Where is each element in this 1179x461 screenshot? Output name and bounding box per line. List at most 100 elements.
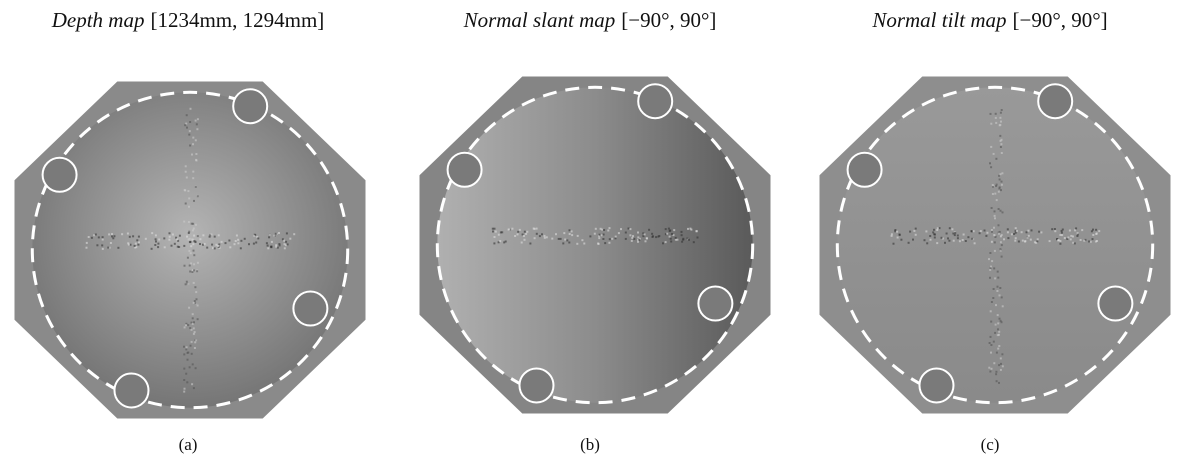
noise: [189, 241, 191, 243]
noise: [995, 304, 997, 306]
noise: [1001, 296, 1003, 298]
noise: [164, 246, 166, 248]
noise: [957, 237, 959, 239]
noise: [934, 234, 936, 236]
noise: [668, 228, 670, 230]
noise: [191, 341, 193, 343]
noise: [1000, 140, 1002, 142]
noise: [189, 271, 191, 273]
noise: [930, 239, 932, 241]
noise: [993, 227, 995, 229]
noise: [187, 283, 189, 285]
noise: [186, 381, 188, 383]
noise: [191, 223, 193, 225]
noise: [536, 233, 538, 235]
noise: [686, 238, 688, 240]
noise: [990, 321, 992, 323]
noise: [1002, 365, 1004, 367]
noise: [193, 269, 195, 271]
noise: [693, 241, 695, 243]
noise: [1030, 239, 1032, 241]
noise: [999, 318, 1001, 320]
noise: [571, 234, 573, 236]
noise: [521, 242, 523, 244]
noise: [564, 239, 566, 241]
noise: [899, 234, 901, 236]
noise: [495, 231, 497, 233]
noise: [185, 203, 187, 205]
noise: [196, 123, 198, 125]
noise: [944, 242, 946, 244]
noise: [184, 189, 186, 191]
noise: [197, 305, 199, 307]
noise: [211, 244, 213, 246]
noise: [197, 262, 199, 264]
noise: [909, 231, 911, 233]
noise: [896, 231, 898, 233]
noise: [563, 232, 565, 234]
inner-dish: [837, 87, 1152, 402]
noise: [134, 245, 136, 247]
noise: [194, 341, 196, 343]
noise: [993, 234, 995, 236]
noise: [997, 328, 999, 330]
noise: [225, 242, 227, 244]
noise: [1075, 227, 1077, 229]
noise: [273, 235, 275, 237]
noise: [195, 139, 197, 141]
noise: [183, 221, 185, 223]
noise: [1095, 233, 1097, 235]
noise: [228, 240, 230, 242]
noise: [1016, 230, 1018, 232]
noise: [193, 228, 195, 230]
noise: [270, 246, 272, 248]
noise: [996, 199, 998, 201]
noise: [121, 233, 123, 235]
noise: [195, 120, 197, 122]
noise: [925, 230, 927, 232]
noise: [194, 286, 196, 288]
inner-dish: [437, 87, 752, 402]
title-range: [−90°, 90°]: [621, 8, 716, 32]
noise: [603, 229, 605, 231]
noise: [494, 236, 496, 238]
noise: [221, 241, 223, 243]
noise: [202, 234, 204, 236]
noise: [576, 243, 578, 245]
noise: [933, 229, 935, 231]
noise: [1088, 241, 1090, 243]
noise: [566, 239, 568, 241]
noise: [1059, 234, 1061, 236]
noise: [915, 228, 917, 230]
noise: [189, 130, 191, 132]
noise: [989, 162, 991, 164]
noise: [193, 254, 195, 256]
bump: [638, 84, 672, 118]
noise: [973, 230, 975, 232]
noise: [993, 267, 995, 269]
noise: [138, 236, 140, 238]
noise: [529, 243, 531, 245]
noise: [186, 281, 188, 283]
noise: [517, 233, 519, 235]
noise: [980, 230, 982, 232]
bump: [1098, 287, 1132, 321]
noise: [190, 345, 192, 347]
noise: [283, 240, 285, 242]
noise: [1095, 241, 1097, 243]
noise: [523, 235, 525, 237]
noise: [681, 231, 683, 233]
noise: [1054, 230, 1056, 232]
noise: [508, 229, 510, 231]
noise: [110, 242, 112, 244]
noise: [171, 245, 173, 247]
noise: [132, 235, 134, 237]
noise: [988, 367, 990, 369]
noise: [669, 229, 671, 231]
panel: Depth map[1234mm, 1294mm](a): [15, 8, 366, 454]
noise: [155, 234, 157, 236]
noise: [269, 234, 271, 236]
noise: [951, 228, 953, 230]
noise: [929, 235, 931, 237]
noise: [1059, 240, 1061, 242]
